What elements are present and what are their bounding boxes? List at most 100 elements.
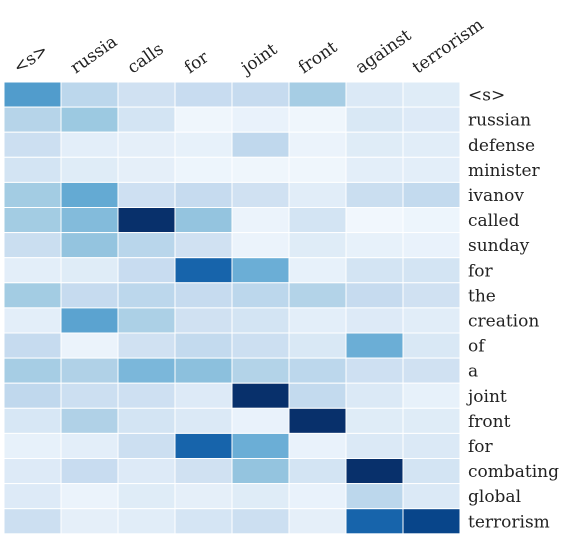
heatmap-cell [3,382,62,409]
heatmap-cell [231,458,290,485]
heatmap-cell [117,232,176,259]
heatmap-cell [117,458,176,485]
heatmap-cell [3,508,62,535]
y-tick-label: for [468,437,494,457]
heatmap-cell [231,282,290,309]
heatmap-cell [3,407,62,434]
y-tick-label: combating [468,462,559,482]
heatmap-cell [231,508,290,535]
heatmap-cell [117,181,176,208]
heatmap-cell [231,483,290,510]
heatmap-cell [402,483,461,510]
y-tick-label: joint [466,387,507,407]
heatmap-cell [345,131,404,158]
heatmap-cell [3,156,62,183]
heatmap-cell [174,382,233,409]
heatmap-cell [402,307,461,334]
heatmap-cell [345,458,404,485]
heatmap-cell [231,432,290,459]
heatmap-cell [117,483,176,510]
heatmap-cell [117,207,176,234]
heatmap-cell [231,81,290,108]
heatmap-cell [231,357,290,384]
heatmap-cell [117,307,176,334]
heatmap-cell [345,156,404,183]
heatmap-cell [288,432,347,459]
heatmap-cell [345,382,404,409]
heatmap-cell [402,407,461,434]
heatmap-cell [345,81,404,108]
heatmap-cell [402,508,461,535]
heatmap-cell [288,106,347,133]
heatmap-cell [174,407,233,434]
heatmap-cell [60,131,119,158]
heatmap-cell [60,332,119,359]
heatmap-cell [117,156,176,183]
heatmap-cell [402,332,461,359]
heatmap-cell [3,207,62,234]
heatmap-cell [288,307,347,334]
heatmap-cell [345,332,404,359]
heatmap-cell [174,207,233,234]
heatmap-cell [117,282,176,309]
heatmap-cell [288,332,347,359]
x-tick-label: joint [236,39,281,79]
heatmap-cell [60,81,119,108]
heatmap-cell [117,357,176,384]
heatmap-cell [174,181,233,208]
heatmap-cell [231,307,290,334]
y-tick-label: terrorism [468,512,550,532]
heatmap-cell [174,458,233,485]
heatmap-cell [3,257,62,284]
x-tick-label: terrorism [409,15,487,78]
y-tick-label: of [468,337,486,357]
heatmap-cell [117,407,176,434]
heatmap-cell [60,106,119,133]
heatmap-cell [402,181,461,208]
heatmap-cell [3,332,62,359]
heatmap-cell [231,156,290,183]
heatmap-cell [402,282,461,309]
heatmap-cell [402,257,461,284]
heatmap-cell [345,432,404,459]
heatmap-cell [345,282,404,309]
heatmap-cell [3,81,62,108]
heatmap-cell [231,181,290,208]
heatmap-cell [231,131,290,158]
heatmap-cell [288,156,347,183]
heatmap-cells [3,81,461,535]
heatmap-cell [231,407,290,434]
heatmap-cell [60,257,119,284]
heatmap-cell [288,382,347,409]
heatmap-cell [231,106,290,133]
heatmap-cell [402,207,461,234]
y-tick-label: creation [468,311,539,331]
y-tick-label: front [468,412,511,432]
heatmap-cell [174,508,233,535]
heatmap-cell [345,307,404,334]
heatmap-cell [174,131,233,158]
heatmap-cell [3,282,62,309]
heatmap-cell [60,458,119,485]
heatmap-cell [117,106,176,133]
heatmap-cell [174,257,233,284]
heatmap-cell [174,81,233,108]
heatmap-cell [3,432,62,459]
heatmap-cell [345,508,404,535]
heatmap-cell [60,483,119,510]
heatmap-cell [174,332,233,359]
heatmap-cell [345,257,404,284]
heatmap-cell [288,357,347,384]
y-tick-label: sunday [468,236,530,256]
heatmap-cell [60,432,119,459]
y-tick-label: minister [468,161,541,181]
heatmap-cell [174,156,233,183]
heatmap-cell [117,332,176,359]
heatmap-cell [117,382,176,409]
heatmap-cell [402,106,461,133]
heatmap-cell [60,407,119,434]
heatmap-cell [231,257,290,284]
heatmap-cell [117,131,176,158]
y-tick-label: <s> [468,86,505,106]
heatmap-cell [60,508,119,535]
